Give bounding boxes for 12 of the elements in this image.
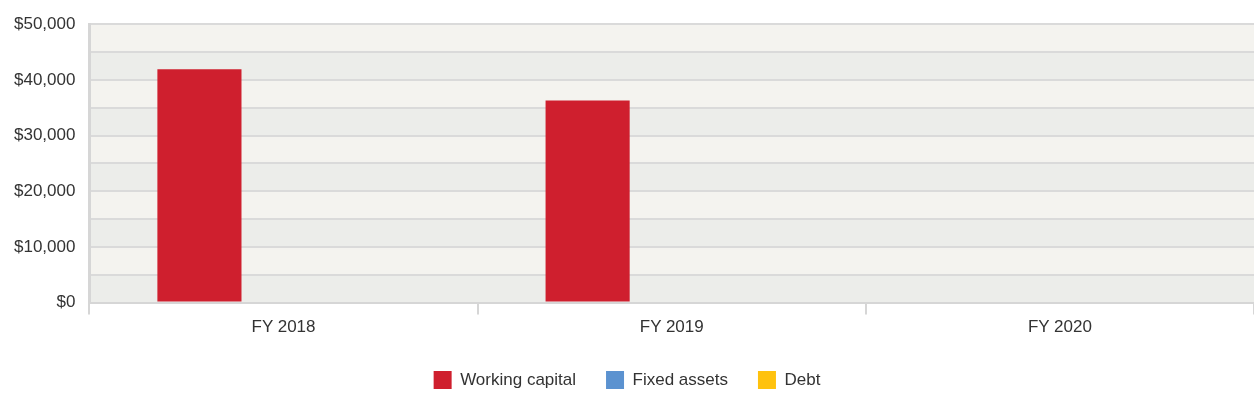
y-tick-label: $30,000 — [14, 125, 76, 145]
y-tick-label: $40,000 — [14, 69, 76, 89]
legend-label: Debt — [784, 369, 821, 389]
legend-label: Fixed assets — [632, 369, 728, 389]
y-tick-label: $10,000 — [14, 236, 76, 256]
y-tick-label: $0 — [56, 292, 76, 312]
y-tick-label: $20,000 — [14, 180, 76, 200]
x-tick-label: FY 2018 — [251, 317, 316, 337]
legend-label: Working capital — [460, 369, 577, 389]
y-tick-label: $50,000 — [14, 13, 76, 33]
x-tick-label: FY 2019 — [639, 317, 704, 337]
x-tick-label: FY 2020 — [1027, 317, 1092, 337]
